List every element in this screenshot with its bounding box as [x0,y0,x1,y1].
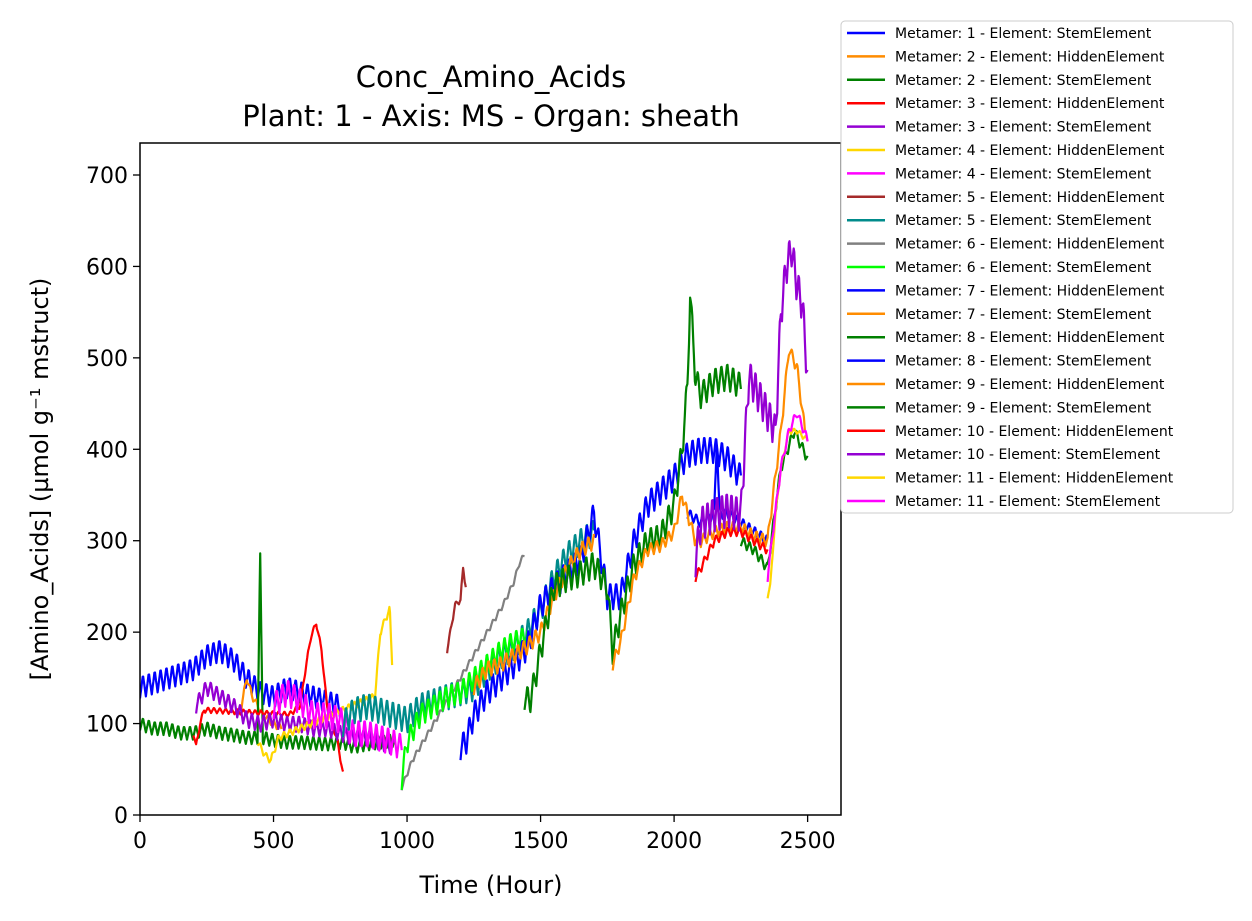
legend-label: Metamer: 9 - Element: HiddenElement [895,377,1165,393]
series-line [400,627,529,790]
x-tick-label: 1500 [513,829,569,854]
y-tick-label: 500 [86,347,128,372]
series-line [459,437,742,761]
legend-label: Metamer: 8 - Element: HiddenElement [895,330,1165,346]
legend-label: Metamer: 6 - Element: HiddenElement [895,237,1165,253]
y-tick-label: 700 [86,164,128,189]
legend-label: Metamer: 10 - Element: HiddenElement [895,424,1174,440]
legend-label: Metamer: 3 - Element: StemElement [895,120,1152,136]
series-line [192,623,345,772]
y-axis: 0 100 200 300 400 500 600 700 [86,164,140,829]
legend-label: Metamer: 9 - Element: StemElement [895,400,1152,416]
series-line [400,554,526,791]
y-tick-label: 0 [114,804,128,829]
legend: Metamer: 1 - Element: StemElement Metamer… [840,20,1234,514]
legend-label: Metamer: 5 - Element: HiddenElement [895,190,1165,206]
y-axis-label: [Amino_Acids] (µmol g⁻¹ mstruct) [26,278,54,681]
legend-label: Metamer: 6 - Element: StemElement [895,260,1152,276]
y-tick-label: 400 [86,438,128,463]
x-tick-label: 0 [133,829,147,854]
x-axis-label: Time (Hour) [419,871,563,899]
legend-label: Metamer: 7 - Element: StemElement [895,307,1152,323]
legend-label: Metamer: 11 - Element: StemElement [895,494,1161,510]
series-line [446,566,467,654]
x-tick-label: 2500 [780,829,836,854]
y-tick-label: 600 [86,255,128,280]
series-line [766,414,809,582]
y-tick-label: 100 [86,713,128,738]
legend-label: Metamer: 4 - Element: StemElement [895,166,1152,182]
legend-label: Metamer: 3 - Element: HiddenElement [895,96,1165,112]
legend-label: Metamer: 11 - Element: HiddenElement [895,471,1174,487]
series-line [140,552,395,754]
series-line [341,519,596,738]
series-line [140,640,342,718]
x-axis: 0 500 1000 1500 2000 2500 [133,815,836,854]
y-tick-label: 200 [86,621,128,646]
x-tick-label: 500 [253,829,295,854]
legend-label: Metamer: 2 - Element: HiddenElement [895,49,1165,65]
x-tick-label: 1000 [379,829,435,854]
series-line [694,240,809,578]
legend-label: Metamer: 7 - Element: HiddenElement [895,283,1165,299]
x-tick-label: 2000 [646,829,702,854]
series-layer [140,240,809,791]
y-tick-label: 300 [86,530,128,555]
series-line [694,526,769,583]
legend-label: Metamer: 10 - Element: StemElement [895,447,1161,463]
chart-subtitle: Plant: 1 - Axis: MS - Organ: sheath [242,99,740,133]
legend-label: Metamer: 2 - Element: StemElement [895,73,1152,89]
series-line [523,296,742,714]
chart-title: Conc_Amino_Acids [356,60,626,94]
legend-label: Metamer: 8 - Element: StemElement [895,354,1152,370]
legend-box [840,20,1234,514]
series-line [272,679,403,759]
legend-label: Metamer: 5 - Element: StemElement [895,213,1152,229]
legend-label: Metamer: 1 - Element: StemElement [895,26,1152,42]
legend-label: Metamer: 4 - Element: HiddenElement [895,143,1165,159]
